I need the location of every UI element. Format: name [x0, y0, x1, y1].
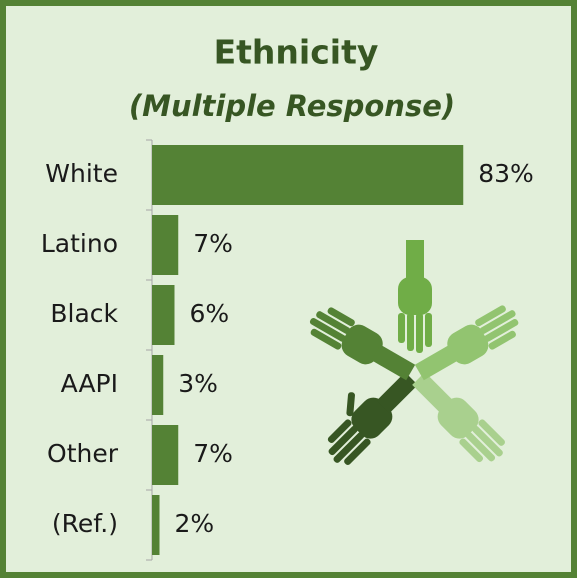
value-label: 7%	[193, 439, 233, 468]
bar	[152, 495, 160, 555]
bar	[152, 285, 175, 345]
value-label: 2%	[175, 509, 215, 538]
category-label: Black	[50, 299, 118, 328]
category-label: (Ref.)	[52, 509, 118, 538]
bar	[152, 355, 164, 415]
category-label: Other	[47, 439, 119, 468]
hands-icon	[309, 240, 519, 465]
bar	[152, 145, 464, 205]
value-label: 7%	[193, 229, 233, 258]
category-label: AAPI	[61, 369, 118, 398]
value-label: 6%	[190, 299, 230, 328]
bar	[152, 425, 179, 485]
category-label: Latino	[41, 229, 118, 258]
category-label: White	[45, 159, 118, 188]
value-label: 83%	[478, 159, 534, 188]
value-label: 3%	[178, 369, 218, 398]
chart-title: Ethnicity	[214, 33, 379, 72]
chart-subtitle: (Multiple Response)	[129, 89, 455, 123]
bar	[152, 215, 179, 275]
